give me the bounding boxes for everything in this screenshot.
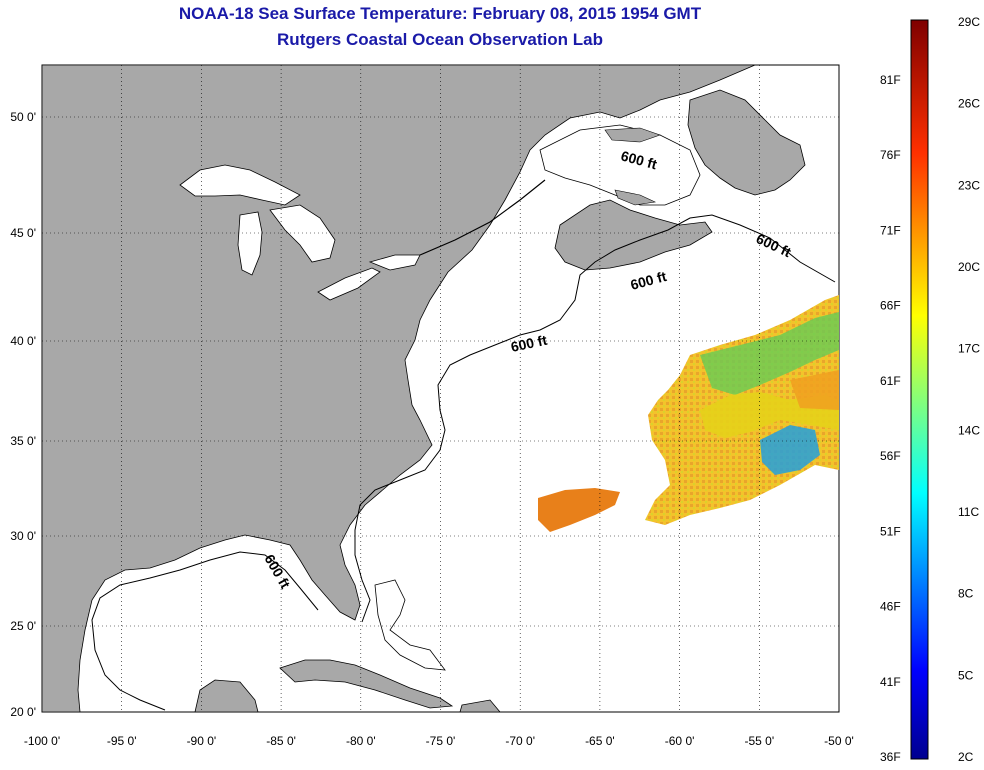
maritime-land [554, 199, 713, 271]
map-grid [42, 65, 839, 712]
lon-tick-label: -75 0' [426, 734, 456, 748]
sst-patch-orange-east [790, 370, 839, 410]
lon-tick-label: -95 0' [107, 734, 137, 748]
pei-island [614, 189, 657, 206]
newfoundland-land [687, 89, 806, 196]
colorbar-fahrenheit-label: 76F [880, 148, 901, 162]
sst-patch-south [538, 488, 620, 532]
colorbar-fahrenheit-label: 81F [880, 73, 901, 87]
colorbar-celsius-label: 11C [958, 505, 979, 519]
lake-michigan [237, 211, 263, 276]
lat-tick-label: 20 0' [10, 705, 36, 719]
lake-huron [269, 204, 336, 263]
depth-contour-600ft [91, 214, 836, 711]
colorbar-fahrenheit-label: 41F [880, 675, 901, 689]
colorbar [910, 19, 929, 760]
lon-tick-label: -80 0' [346, 734, 376, 748]
st-lawrence-river [419, 179, 546, 256]
colorbar-celsius-label: 5C [958, 668, 974, 682]
lon-tick-label: -65 0' [585, 734, 615, 748]
lon-tick-labels: -100 0' -95 0' -90 0' -85 0' -80 0' -75 0' -70… [24, 734, 854, 748]
colorbar-celsius-label: 2C [958, 750, 974, 764]
sst-patch-cool [760, 425, 820, 475]
colorbar-celsius-label: 20C [958, 260, 980, 274]
gulf-st-lawrence-water [539, 124, 701, 206]
colorbar-fahrenheit-label: 56F [880, 449, 901, 463]
north-america-land [42, 65, 756, 712]
lon-tick-label: -70 0' [505, 734, 535, 748]
lon-tick-label: -60 0' [665, 734, 695, 748]
colorbar-fahrenheit-label: 36F [880, 750, 901, 764]
yucatan-land [194, 679, 259, 712]
colorbar-fahrenheit-label: 66F [880, 299, 901, 313]
lon-tick-label: -90 0' [187, 734, 217, 748]
lon-tick-label: -50 0' [824, 734, 854, 748]
sst-data-layer [538, 295, 839, 532]
lon-tick-label: -55 0' [744, 734, 774, 748]
colorbar-celsius-label: 8C [958, 587, 974, 601]
colorbar-celsius-label: 17C [958, 342, 980, 356]
lake-erie [317, 267, 381, 301]
map-subtitle: Rutgers Coastal Ocean Observation Lab [277, 30, 603, 49]
bahamas-banks [374, 579, 446, 671]
lat-tick-label: 40 0' [10, 334, 36, 348]
colorbar-fahrenheit-label: 61F [880, 374, 901, 388]
colorbar-labels: 29C 26C 23C 20C 17C 14C 11C 8C 5C 2C 81F 76F 71F 66F 6… [880, 15, 980, 764]
sst-patch-green [700, 312, 839, 395]
colorbar-fahrenheit-label: 51F [880, 524, 901, 538]
lake-ontario [368, 254, 421, 271]
lat-tick-label: 50 0' [10, 110, 36, 124]
colorbar-celsius-label: 23C [958, 178, 980, 192]
lon-tick-label: -85 0' [266, 734, 296, 748]
lake-superior [179, 164, 301, 206]
map-title: NOAA-18 Sea Surface Temperature: Februar… [178, 4, 702, 23]
colorbar-celsius-label: 26C [958, 97, 980, 111]
lat-tick-label: 45 0' [10, 226, 36, 240]
colorbar-celsius-label: 14C [958, 423, 980, 437]
lat-tick-label: 30 0' [10, 529, 36, 543]
lat-tick-labels: 50 0' 45 0' 40 0' 35 0' 30 0' 25 0' 20 0' [10, 110, 36, 719]
depth-label: 600 ft [509, 332, 548, 355]
colorbar-fahrenheit-label: 46F [880, 600, 901, 614]
colorbar-celsius-label: 29C [958, 15, 980, 29]
lat-tick-label: 35 0' [10, 434, 36, 448]
colorbar-fahrenheit-label: 71F [880, 223, 901, 237]
anticosti-island [604, 127, 661, 143]
lon-tick-label: -100 0' [24, 734, 60, 748]
cuba-land [279, 659, 454, 709]
hispaniola-land [459, 699, 501, 712]
lat-tick-label: 25 0' [10, 619, 36, 633]
